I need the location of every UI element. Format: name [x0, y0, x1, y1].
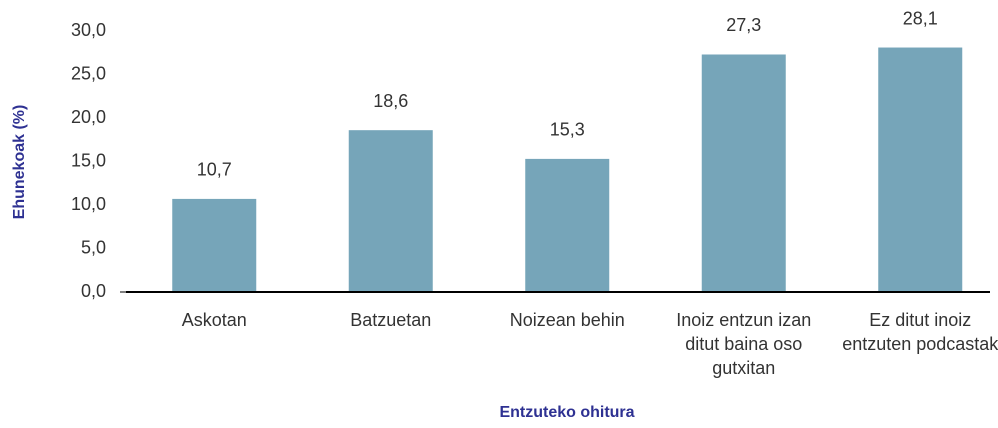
data-label: 28,1 — [903, 8, 938, 28]
bar — [878, 47, 963, 292]
y-tick-label: 20,0 — [71, 107, 106, 127]
data-label: 18,6 — [373, 91, 408, 111]
y-tick-label: 10,0 — [71, 194, 106, 214]
data-label: 10,7 — [197, 160, 232, 180]
y-tick-label: 0,0 — [81, 281, 106, 301]
y-tick-label: 25,0 — [71, 63, 106, 83]
data-label: 27,3 — [726, 15, 761, 35]
bar — [525, 158, 610, 292]
bar — [172, 198, 257, 292]
y-tick-label: 5,0 — [81, 237, 106, 257]
data-label: 15,3 — [550, 120, 585, 140]
y-axis-title: Ehunekoak (%) — [11, 105, 28, 220]
x-axis-title: Entzuteko ohitura — [499, 404, 634, 421]
x-tick-label: Noizean behin — [509, 310, 625, 330]
y-tick-label: 30,0 — [71, 20, 106, 40]
bar — [348, 130, 433, 292]
x-tick-label: Askotan — [181, 310, 247, 330]
x-tick-label: Batzuetan — [350, 310, 432, 330]
x-tick-label: Inoiz entzun izan ditut baina oso gutxit… — [676, 310, 812, 378]
y-tick-label: 15,0 — [71, 150, 106, 170]
bar — [701, 54, 786, 292]
x-tick-label: Ez ditut inoiz entzuten podcastak — [842, 310, 998, 354]
